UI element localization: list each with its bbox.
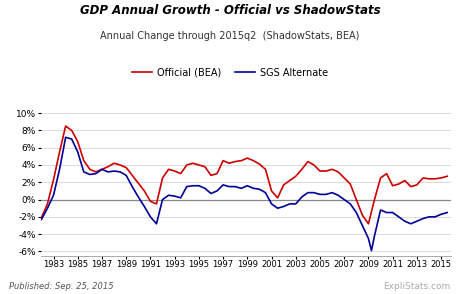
- Text: Published: Sep. 25, 2015: Published: Sep. 25, 2015: [9, 282, 113, 291]
- SGS Alternate: [39, 218, 44, 221]
- Official (BEA): [371, 198, 376, 201]
- Text: Annual Change through 2015q2  (ShadowStats, BEA): Annual Change through 2015q2 (ShadowStat…: [100, 31, 359, 41]
- SGS Alternate: [437, 213, 443, 216]
- Text: ExpliStats.com: ExpliStats.com: [383, 282, 450, 291]
- Line: SGS Alternate: SGS Alternate: [41, 137, 446, 250]
- Official (BEA): [335, 170, 340, 174]
- SGS Alternate: [63, 136, 68, 139]
- Official (BEA): [317, 169, 322, 173]
- Text: GDP Annual Growth - Official vs ShadowStats: GDP Annual Growth - Official vs ShadowSt…: [79, 4, 380, 17]
- Official (BEA): [407, 185, 413, 188]
- Line: Official (BEA): Official (BEA): [41, 126, 446, 224]
- SGS Alternate: [359, 224, 364, 227]
- Legend: Official (BEA), SGS Alternate: Official (BEA), SGS Alternate: [128, 64, 331, 81]
- SGS Alternate: [280, 205, 286, 208]
- Official (BEA): [63, 124, 68, 128]
- SGS Alternate: [123, 173, 129, 177]
- Official (BEA): [365, 222, 370, 225]
- SGS Alternate: [75, 150, 80, 154]
- Official (BEA): [413, 183, 419, 187]
- SGS Alternate: [443, 211, 449, 214]
- SGS Alternate: [111, 169, 117, 173]
- Official (BEA): [419, 176, 425, 180]
- SGS Alternate: [368, 249, 374, 252]
- Official (BEA): [39, 216, 44, 220]
- Official (BEA): [443, 174, 449, 178]
